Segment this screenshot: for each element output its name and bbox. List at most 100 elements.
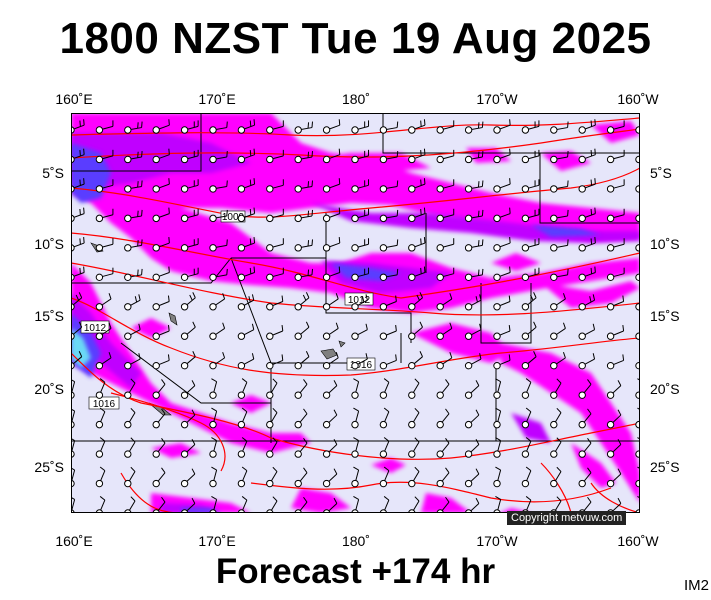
station-marker [606, 244, 615, 252]
station-marker [124, 450, 132, 458]
station-marker [209, 332, 217, 340]
wind-barb-feather [138, 353, 141, 360]
wind-barb-feather [525, 496, 532, 501]
wind-barb-feather [99, 407, 106, 413]
wind-barb-feather [192, 351, 196, 357]
wind-barb-feather [338, 237, 341, 244]
wind-barb-feather [562, 322, 566, 329]
wind-barb-feather [479, 353, 482, 360]
station-marker [266, 332, 274, 340]
wind-barb-feather [445, 496, 450, 503]
lat-label-left-15s: 15˚S [34, 308, 64, 324]
station-marker [379, 332, 388, 340]
wind-barb-feather [509, 119, 511, 126]
wind-barb-feather [241, 496, 248, 501]
forecast-label: Forecast +174 hr [215, 552, 496, 591]
wind-barb-feather [141, 268, 143, 275]
wind-barb-feather [477, 269, 480, 276]
wind-barb-feather [396, 151, 399, 158]
wind-barb-feather [226, 239, 228, 246]
wind-barb-feather [249, 267, 252, 274]
station-marker [266, 214, 274, 223]
station-marker [550, 479, 558, 488]
station-marker [436, 391, 444, 399]
wind-barb-feather [420, 208, 422, 216]
wind-barb-feather [272, 378, 278, 384]
wind-barb-feather [396, 180, 399, 187]
station-marker [493, 155, 501, 164]
station-marker [521, 303, 530, 311]
wind-barb-feather [311, 180, 314, 187]
station-marker [124, 391, 132, 399]
wind-barb-feather [530, 294, 534, 301]
wind-barb-feather [307, 210, 310, 217]
station-marker [379, 126, 388, 134]
station-marker [180, 332, 189, 340]
station-marker [379, 244, 388, 252]
wind-barb-feather [587, 408, 592, 415]
wind-barb-feather [167, 324, 170, 332]
wind-barb-feather [449, 293, 453, 300]
station-marker [606, 479, 615, 488]
wind-barb-feather [307, 122, 310, 129]
station-marker [124, 479, 132, 488]
station-marker [152, 420, 160, 429]
wind-barb-feather [79, 150, 81, 157]
station-marker [493, 214, 501, 223]
wind-barb-feather [251, 353, 255, 360]
station-marker [408, 126, 416, 134]
wind-barb-feather [414, 496, 420, 502]
wind-barb-feather [475, 380, 480, 386]
wind-barb-feather [445, 438, 450, 444]
station-marker [180, 244, 189, 252]
wind-barb-feather [71, 378, 75, 383]
station-marker [180, 185, 189, 193]
wind-barb-feather [475, 468, 480, 475]
wind-barb-feather [222, 293, 226, 300]
station-marker [379, 420, 388, 429]
station-marker [550, 273, 558, 282]
isobar-label-1012-west: 1012 [84, 323, 107, 334]
station-marker [266, 479, 274, 488]
wind-barb-feather [567, 121, 569, 128]
station-marker [550, 185, 558, 193]
station-marker [152, 185, 160, 193]
station-marker [294, 479, 302, 488]
wind-barb-feather [108, 322, 112, 329]
station-marker [209, 126, 217, 134]
station-marker [266, 303, 274, 311]
wind-barb-feather [594, 178, 596, 185]
wind-barb-feather [71, 496, 75, 500]
station-marker [521, 185, 530, 193]
wind-barb-feather [161, 379, 166, 385]
station-marker [464, 332, 473, 340]
station-marker [464, 155, 473, 164]
station-marker [237, 273, 246, 282]
wind-barb-feather [211, 437, 217, 441]
station-marker [322, 479, 331, 488]
wind-barb-feather [335, 322, 339, 329]
wind-barb-feather [556, 407, 562, 413]
station-marker [237, 126, 246, 134]
station-marker [237, 155, 246, 164]
wind-barb-feather [395, 354, 397, 361]
wind-barb-feather [622, 354, 625, 361]
wind-barb-feather [78, 292, 83, 298]
station-marker [578, 303, 586, 311]
wind-barb-feather [338, 119, 341, 126]
station-marker [180, 126, 189, 134]
wind-barb-feather [562, 352, 566, 359]
station-marker [351, 155, 359, 164]
wind-barb-feather [141, 209, 143, 216]
wind-barb-feather [525, 407, 532, 413]
station-marker [152, 450, 160, 458]
station-marker [95, 450, 104, 458]
wind-barb-feather [226, 121, 228, 128]
station-marker [408, 420, 416, 429]
station-marker [266, 126, 274, 134]
wind-barb-feather [191, 409, 196, 416]
station-marker [322, 361, 331, 370]
wind-barb-feather [637, 378, 640, 381]
wind-barb-feather [79, 267, 81, 274]
wind-barb-feather [79, 120, 81, 127]
